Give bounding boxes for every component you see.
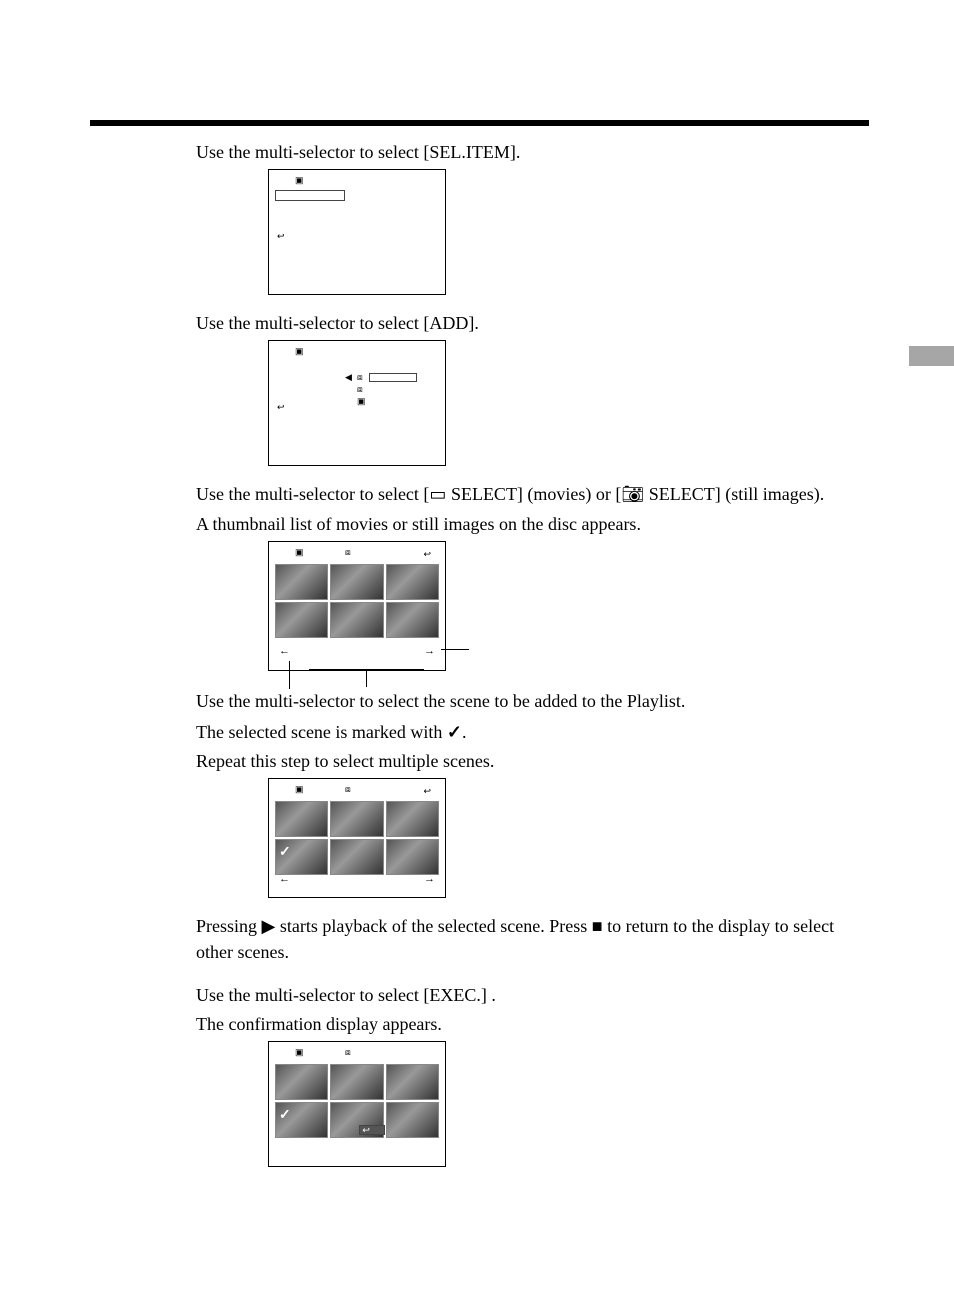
thumb-2 [330,1064,383,1100]
callout-v2 [366,669,367,687]
arrow-right-icon: → [424,644,435,659]
return-icon: ↩ [423,550,431,559]
thumb-1 [275,1064,328,1100]
thumb-3 [386,801,439,837]
exec-box: ↩ [359,1125,385,1135]
thumb-3 [386,564,439,600]
thumb-grid [275,564,439,638]
camera-icon: ▣ [357,397,366,406]
step5-a: The selected scene is marked with [196,722,447,742]
arrow-left-icon: ← [279,644,290,659]
arrow-left-icon: ← [279,872,290,887]
step4-text2: A thumbnail list of movies or still imag… [196,512,836,537]
film-icon: ⧈ [345,785,351,794]
check-mark-icon: ✓ [279,1105,291,1125]
lcd-step2: ▣ ↩ [268,169,446,295]
return-icon: ↩ [277,403,285,412]
return-icon: ↩ [277,232,285,241]
step4-movies: SELECT] (movies) or [ [446,484,621,504]
film-icon: ⧈ [357,373,363,382]
callout-v1 [289,661,290,689]
lcd-step4: ▣ ⧈ ↩ ← → [268,541,446,671]
arrow-row: ← → [279,644,435,659]
callout-h1 [441,649,469,650]
thumb-4: ✓ [275,1102,328,1138]
step5-text4: Pressing ▶ starts playback of the select… [196,914,836,964]
thumb-4: ✓ [275,839,328,875]
thumb-6 [386,839,439,875]
step4-text: Use the multi-selector to select [▭ SELE… [196,482,836,507]
arrow-left-icon: ◀ [345,373,352,382]
step6-text: Use the multi-selector to select [EXEC.]… [196,983,836,1008]
thumb-grid: ✓ ↩ [275,1064,439,1138]
film-icon: ⧈ [345,1048,351,1057]
edit-icon: ▣ [295,1048,304,1057]
thumb-4 [275,602,328,638]
thumb-grid: ✓ [275,801,439,875]
step4-still: SELECT] (still images). [644,484,824,504]
arrow-right-icon: → [424,872,435,887]
thumb-5 [330,839,383,875]
step5-dot: . [462,722,467,742]
step5-text3: Repeat this step to select multiple scen… [196,749,836,774]
menu-box-add [369,373,417,382]
check-mark-icon: ✓ [279,842,291,862]
play-icon: ▶ [262,916,276,936]
lcd-step6: ▣ ⧈ ✓ ↩ [268,1041,446,1167]
film-icon: ⧈ [345,548,351,557]
arrow-row: ← → [279,872,435,887]
return-icon: ↩ [423,787,431,796]
thumb-6 [386,1102,439,1138]
thumb-6 [386,602,439,638]
edit-icon: ▣ [295,785,304,794]
thumb-5 [330,602,383,638]
menu-box-sel-item [275,190,345,201]
check-icon: ✓ [447,722,462,742]
lcd-step3: ▣ ◀ ⧈ ⧈ ▣ ↩ [268,340,446,466]
step2-text: Use the multi-selector to select [SEL.IT… [196,140,836,165]
step5-text2: The selected scene is marked with ✓. [196,720,836,745]
thumb-3 [386,1064,439,1100]
s5c-a: Pressing [196,916,262,936]
step4-part1: Use the multi-selector to select [ [196,484,429,504]
thumb-2 [330,564,383,600]
edit-icon: ▣ [295,176,304,185]
thumb-1 [275,801,328,837]
stop-icon: ■ [592,916,603,936]
edit-icon: ▣ [295,548,304,557]
edit-icon: ▣ [295,347,304,356]
thumb-1 [275,564,328,600]
step5-text: Use the multi-selector to select the sce… [196,689,836,714]
side-tab [909,346,954,366]
camera-inline-icon: 📷︎ [621,484,644,504]
return-icon: ↩ [362,1126,370,1135]
thumb-2 [330,801,383,837]
page-content: Use the multi-selector to select [SEL.IT… [196,140,836,1167]
step6-text2: The confirmation display appears. [196,1012,836,1037]
lcd-step5: ▣ ⧈ ↩ ✓ ← → [268,778,446,898]
film-strip-icon: ▭ [429,484,446,504]
step3-text: Use the multi-selector to select [ADD]. [196,311,836,336]
film2-icon: ⧈ [357,385,363,394]
s5c-b: starts playback of the selected scene. P… [275,916,591,936]
top-rule [90,120,869,126]
thumb-5: ↩ [330,1102,383,1138]
